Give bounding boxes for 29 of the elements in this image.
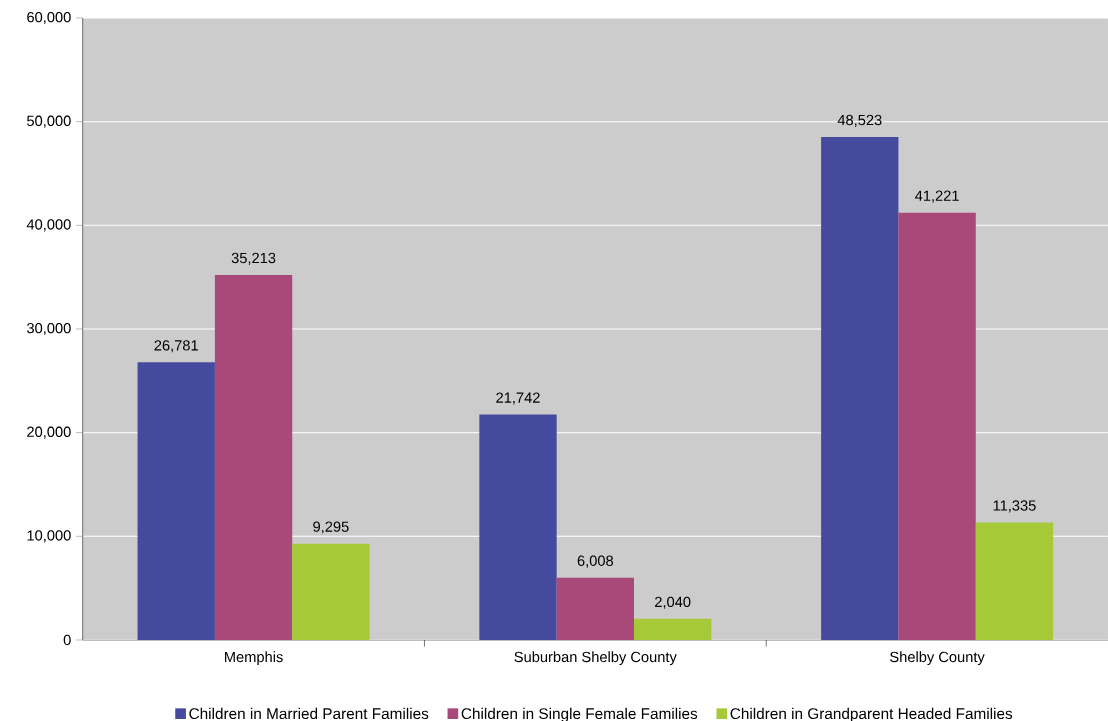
data-label: 9,295 [313, 521, 349, 534]
y-tick-label: 10,000 [27, 530, 71, 543]
y-tick-label: 30,000 [27, 322, 71, 336]
bar [292, 543, 370, 640]
data-label: 2,040 [655, 596, 691, 609]
data-label: 35,213 [231, 252, 276, 265]
x-tick-label: Memphis [225, 651, 283, 666]
data-label: 26,781 [154, 340, 198, 353]
bar [556, 577, 634, 640]
x-tick-label: Suburban Shelby County [514, 651, 677, 666]
data-label: 48,523 [837, 114, 882, 127]
bar [821, 136, 899, 640]
bar [214, 274, 293, 640]
bar [898, 212, 976, 640]
y-tick-label: 0 [63, 634, 71, 646]
y-tick-label: 60,000 [27, 11, 71, 25]
data-label: 11,335 [993, 500, 1036, 513]
bar [975, 522, 1054, 640]
data-label: 41,221 [915, 190, 959, 203]
y-tick-label: 50,000 [27, 115, 71, 128]
legend-label: Children in Married Parent Families [189, 707, 429, 720]
bar [634, 618, 712, 640]
data-label: 6,008 [577, 555, 614, 568]
y-tick-label: 40,000 [26, 219, 71, 232]
bar [137, 362, 215, 640]
y-tick-label: 20,000 [27, 426, 71, 439]
bar [479, 414, 557, 640]
data-label: 21,742 [496, 392, 540, 405]
x-tick-label: Shelby County [890, 651, 985, 666]
